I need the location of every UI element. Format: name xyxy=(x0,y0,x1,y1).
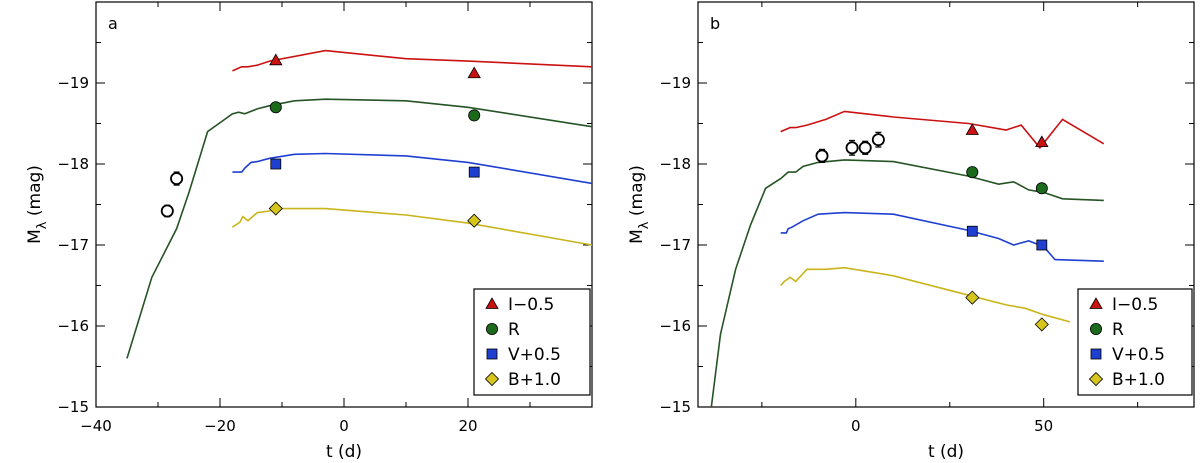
y-axis-label-unit: (mag) xyxy=(25,165,45,221)
data-point xyxy=(965,290,980,305)
data-point xyxy=(845,141,859,155)
x-axis-label: t (d) xyxy=(326,442,362,462)
panel-letter: a xyxy=(108,14,118,33)
data-point xyxy=(160,204,174,218)
legend: I−0.5 R V+0.5 B+1.0 xyxy=(473,288,591,396)
y-axis-label-main: M xyxy=(627,229,647,244)
legend-label: R xyxy=(1112,320,1124,340)
panel-b: 0 50 −15 −16 −17 −18 −19 t (d) Mλ (mag) b I−0.5 R V+… xyxy=(627,1,1195,462)
y-tick-label: −18 xyxy=(57,155,89,173)
y-axis-label-main: M xyxy=(25,229,45,244)
data-point xyxy=(269,53,283,66)
y-axis-label-sub: λ xyxy=(637,221,652,229)
data-point xyxy=(966,166,979,179)
model-curves xyxy=(126,49,592,359)
series-line xyxy=(780,266,1071,323)
y-tick-label: −19 xyxy=(57,74,89,92)
legend-label: B+1.0 xyxy=(508,370,561,390)
series-line xyxy=(710,159,1104,407)
y-tick-label: −16 xyxy=(659,317,691,335)
data-point xyxy=(966,225,978,237)
model-curves xyxy=(710,110,1105,407)
legend-marker xyxy=(486,348,498,360)
legend-label: B+1.0 xyxy=(1112,370,1165,390)
data-point xyxy=(467,66,481,79)
data-point xyxy=(871,133,885,147)
x-tick-label: 0 xyxy=(851,417,861,435)
y-tick-label: −16 xyxy=(57,317,89,335)
x-tick-label: −20 xyxy=(204,417,236,435)
y-axis-label-sub: λ xyxy=(35,221,50,229)
legend-marker xyxy=(485,322,498,335)
data-point xyxy=(1035,182,1048,195)
data-point xyxy=(1035,135,1049,148)
data-point xyxy=(965,123,979,135)
legend-marker xyxy=(1090,348,1102,360)
series-line xyxy=(232,152,592,185)
y-tick-label: −15 xyxy=(57,398,89,416)
x-tick-label: 20 xyxy=(458,417,477,435)
data-point xyxy=(1036,239,1048,251)
series-line xyxy=(780,211,1104,262)
legend-marker xyxy=(485,297,499,309)
legend-marker xyxy=(1089,297,1103,309)
legend-marker xyxy=(1090,322,1103,335)
legend-label: R xyxy=(508,320,520,340)
data-point xyxy=(468,166,480,178)
x-tick-label: 50 xyxy=(1034,417,1053,435)
x-axis-label: t (d) xyxy=(928,442,964,462)
data-point xyxy=(468,109,481,122)
data-point xyxy=(1034,317,1049,332)
legend-label: I−0.5 xyxy=(1112,295,1158,315)
legend-marker xyxy=(484,371,500,387)
legend-label: I−0.5 xyxy=(508,295,554,315)
data-point xyxy=(170,172,184,186)
panel-a: −40 −20 0 20 −15 −16 −17 −18 −19 t (d) Mλ (mag) a I−… xyxy=(25,1,593,462)
legend-marker xyxy=(1088,371,1104,387)
y-tick-label: −18 xyxy=(659,155,691,173)
y-tick-label: −17 xyxy=(659,236,691,254)
y-tick-label: −17 xyxy=(57,236,89,254)
legend-label: V+0.5 xyxy=(1112,345,1165,365)
data-point xyxy=(268,201,283,216)
data-point xyxy=(815,149,829,163)
series-line xyxy=(231,207,592,246)
data-point xyxy=(858,141,872,155)
data-point xyxy=(467,213,482,228)
data-point xyxy=(269,101,282,114)
panel-letter: b xyxy=(710,14,720,33)
x-tick-label: 0 xyxy=(339,417,349,435)
series-line xyxy=(232,49,592,72)
data-point xyxy=(270,158,282,170)
legend: I−0.5 R V+0.5 B+1.0 xyxy=(1077,288,1193,396)
series-line xyxy=(780,110,1105,150)
y-tick-label: −15 xyxy=(659,398,691,416)
y-tick-label: −19 xyxy=(659,74,691,92)
legend-label: V+0.5 xyxy=(508,345,561,365)
y-axis-label-unit: (mag) xyxy=(627,165,647,221)
y-axis-label: Mλ (mag) xyxy=(25,165,50,244)
x-tick-label: −40 xyxy=(80,417,112,435)
series-line xyxy=(126,98,592,359)
y-axis-label: Mλ (mag) xyxy=(627,165,652,244)
